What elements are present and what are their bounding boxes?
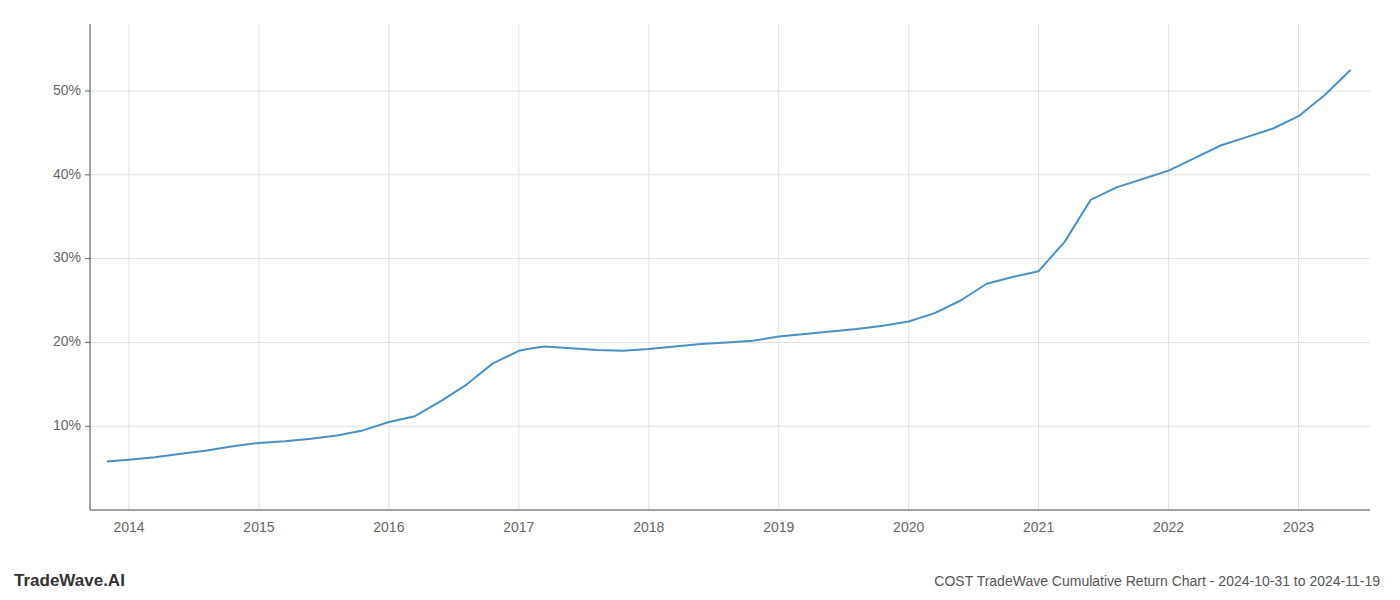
x-grid-line — [778, 24, 779, 510]
x-tick-label: 2018 — [633, 519, 664, 535]
y-tick-label: 40% — [53, 166, 81, 182]
x-tick-label: 2021 — [1023, 519, 1054, 535]
y-tick — [85, 426, 90, 427]
y-tick-label: 30% — [53, 249, 81, 265]
x-tick-label: 2019 — [763, 519, 794, 535]
y-tick — [85, 91, 90, 92]
x-grid-line — [648, 24, 649, 510]
x-axis-line — [90, 510, 1370, 511]
x-grid-line — [1168, 24, 1169, 510]
y-grid-line — [90, 174, 1370, 175]
y-grid-line — [90, 91, 1370, 92]
y-tick — [85, 258, 90, 259]
x-tick-label: 2015 — [243, 519, 274, 535]
x-tick-label: 2016 — [373, 519, 404, 535]
y-tick-label: 10% — [53, 417, 81, 433]
x-tick-label: 2014 — [113, 519, 144, 535]
title: COST TradeWave Cumulative Return Chart -… — [934, 573, 1380, 589]
grid — [90, 24, 1370, 510]
x-tick-label: 2017 — [503, 519, 534, 535]
x-grid-line — [1298, 24, 1299, 510]
x-grid-line — [128, 24, 129, 510]
y-tick — [85, 342, 90, 343]
x-grid-line — [1038, 24, 1039, 510]
x-grid-line — [258, 24, 259, 510]
plot-area — [107, 70, 1351, 461]
x-tick-label: 2022 — [1153, 519, 1184, 535]
y-tick-label: 20% — [53, 333, 81, 349]
watermark: TradeWave.AI — [14, 571, 125, 590]
y-grid-line — [90, 426, 1370, 427]
x-grid-line — [518, 24, 519, 510]
y-axis-line — [90, 24, 91, 510]
x-grid-line — [908, 24, 909, 510]
y-tick — [85, 174, 90, 175]
y-grid-line — [90, 258, 1370, 259]
line — [107, 70, 1351, 461]
chart: 10% 20% 30% 40% 50% 2014 2015 2016 2017 2018 2019 2… — [0, 0, 1400, 600]
axes: 10% 20% 30% 40% 50% 2014 2015 2016 2017 2018 2019 2… — [53, 24, 1370, 535]
y-tick-label: 50% — [53, 82, 81, 98]
x-tick-label: 2023 — [1283, 519, 1314, 535]
x-tick-label: 2020 — [893, 519, 924, 535]
x-grid-line — [388, 24, 389, 510]
